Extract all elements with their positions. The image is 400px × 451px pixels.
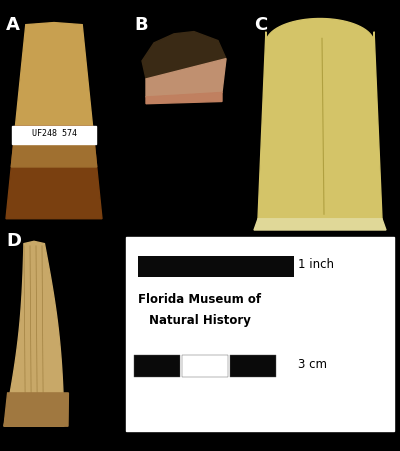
Bar — [182, 355, 228, 377]
Bar — [134, 355, 180, 377]
Text: C: C — [254, 16, 267, 34]
Polygon shape — [11, 143, 97, 167]
Text: D: D — [6, 232, 21, 250]
Polygon shape — [4, 241, 64, 426]
Polygon shape — [146, 59, 226, 97]
Text: 1 inch: 1 inch — [298, 258, 334, 271]
Bar — [12, 126, 96, 144]
Polygon shape — [254, 219, 386, 230]
Polygon shape — [4, 393, 68, 426]
Polygon shape — [6, 143, 102, 219]
Text: A: A — [6, 16, 20, 34]
Polygon shape — [16, 23, 92, 126]
Polygon shape — [146, 92, 222, 104]
Text: UF248 574: UF248 574 — [32, 129, 76, 138]
Bar — [138, 256, 294, 277]
Polygon shape — [258, 18, 382, 219]
Bar — [230, 355, 276, 377]
Text: 3 cm: 3 cm — [298, 358, 327, 371]
Text: Natural History: Natural History — [149, 314, 251, 327]
Text: Florida Museum of: Florida Museum of — [138, 294, 262, 306]
Text: B: B — [134, 16, 148, 34]
Bar — [126, 237, 394, 431]
Polygon shape — [142, 32, 226, 97]
Polygon shape — [14, 126, 94, 143]
